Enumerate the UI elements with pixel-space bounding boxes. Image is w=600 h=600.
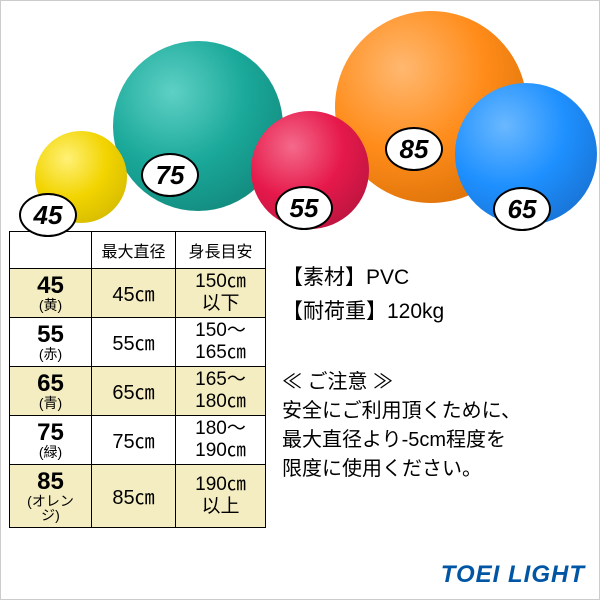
table-row: 45(黄)45㎝150㎝以下 — [10, 269, 266, 318]
table-row: 65(青)65㎝165～180㎝ — [10, 366, 266, 415]
cell-diameter: 65㎝ — [92, 366, 176, 415]
balls-illustration: 4575558565 — [1, 1, 599, 231]
size-table: 最大直径 身長目安 45(黄)45㎝150㎝以下55(赤)55㎝150～165㎝… — [9, 231, 266, 528]
ball-label-green: 75 — [141, 153, 199, 197]
ball-label-blue: 65 — [493, 187, 551, 231]
cell-diameter: 45㎝ — [92, 269, 176, 318]
row-head-size: 85(オレンジ) — [10, 464, 92, 528]
cell-diameter: 75㎝ — [92, 415, 176, 464]
table-row: 75(緑)75㎝180～190㎝ — [10, 415, 266, 464]
row-head-size: 55(赤) — [10, 317, 92, 366]
table-corner — [10, 232, 92, 269]
row-head-size: 65(青) — [10, 366, 92, 415]
cell-height: 165～180㎝ — [176, 366, 266, 415]
cell-height: 150㎝以下 — [176, 269, 266, 318]
ball-label-red: 55 — [275, 186, 333, 230]
load-text: 【耐荷重】120kg — [282, 295, 521, 329]
col-header-diameter: 最大直径 — [92, 232, 176, 269]
row-head-size: 45(黄) — [10, 269, 92, 318]
content-row: 最大直径 身長目安 45(黄)45㎝150㎝以下55(赤)55㎝150～165㎝… — [1, 231, 599, 528]
notice-body: 安全にご利用頂くために、最大直径より-5cm程度を限度に使用ください。 — [282, 397, 521, 484]
ball-label-yellow: 45 — [19, 193, 77, 237]
cell-height: 150～165㎝ — [176, 317, 266, 366]
ball-label-orange: 85 — [385, 127, 443, 171]
cell-diameter: 55㎝ — [92, 317, 176, 366]
notice-title: ≪ ご注意 ≫ — [282, 368, 521, 397]
cell-height: 190㎝以上 — [176, 464, 266, 528]
col-header-height: 身長目安 — [176, 232, 266, 269]
row-head-size: 75(緑) — [10, 415, 92, 464]
cell-diameter: 85㎝ — [92, 464, 176, 528]
brand-logo: TOEI LIGHT — [441, 561, 585, 589]
cell-height: 180～190㎝ — [176, 415, 266, 464]
table-row: 85(オレンジ)85㎝190㎝以上 — [10, 464, 266, 528]
table-row: 55(赤)55㎝150～165㎝ — [10, 317, 266, 366]
material-text: 【素材】PVC — [282, 261, 521, 295]
notice-block: ≪ ご注意 ≫ 安全にご利用頂くために、最大直径より-5cm程度を限度に使用くだ… — [282, 368, 521, 484]
info-column: 【素材】PVC 【耐荷重】120kg ≪ ご注意 ≫ 安全にご利用頂くために、最… — [282, 231, 521, 528]
